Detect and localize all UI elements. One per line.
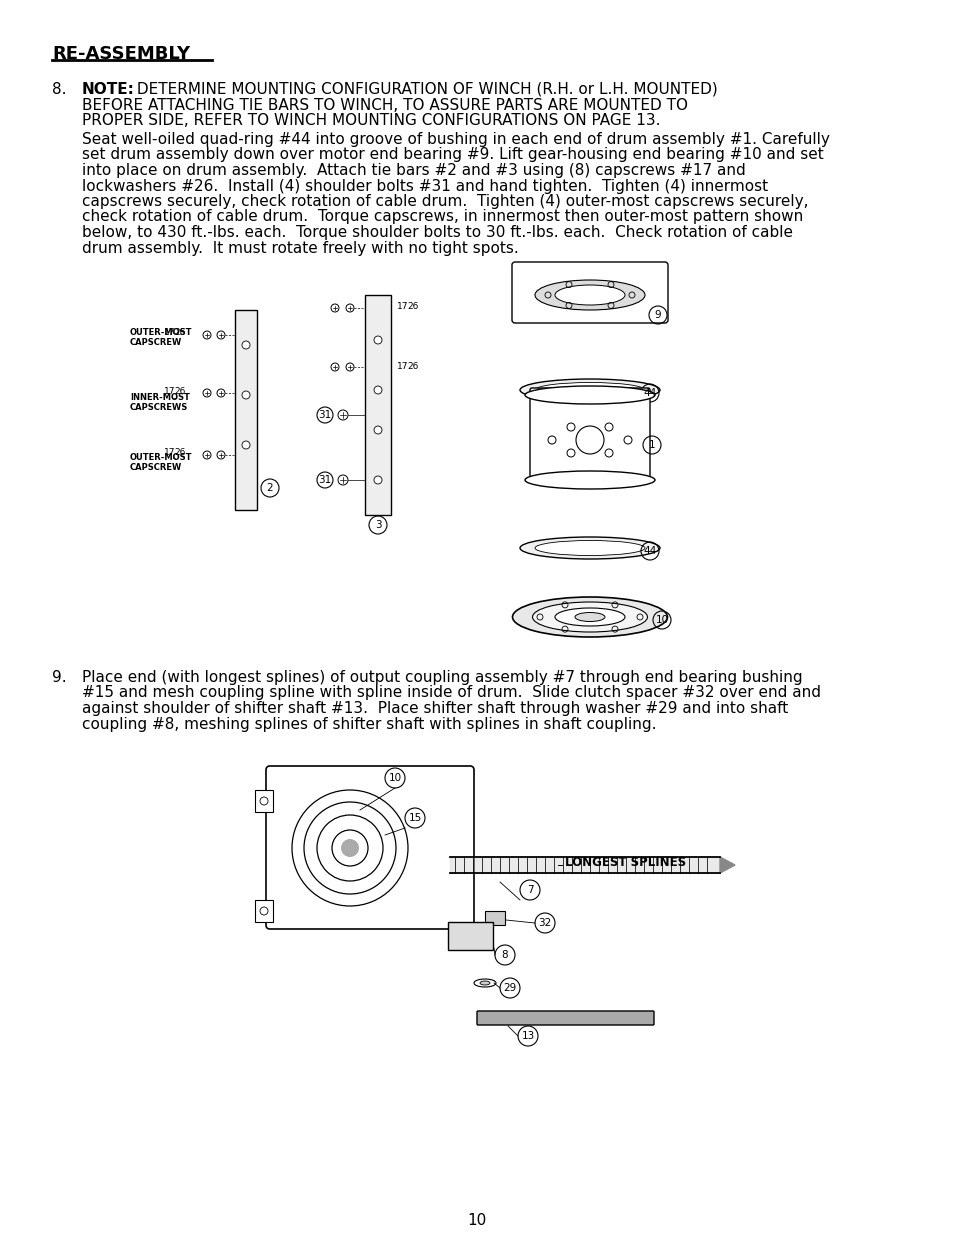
Ellipse shape: [524, 387, 655, 404]
Text: #15 and mesh coupling spline with spline inside of drum.  Slide clutch spacer #3: #15 and mesh coupling spline with spline…: [82, 685, 821, 700]
FancyBboxPatch shape: [234, 310, 256, 510]
Ellipse shape: [512, 597, 667, 637]
Text: set drum assembly down over motor end bearing #9. Lift gear-housing end bearing : set drum assembly down over motor end be…: [82, 147, 822, 163]
Bar: [254, 900, 273, 923]
Text: INNER-MOST: INNER-MOST: [130, 393, 190, 403]
Circle shape: [374, 387, 381, 394]
Text: 9: 9: [654, 310, 660, 320]
Text: 26: 26: [174, 329, 186, 337]
Ellipse shape: [555, 285, 624, 305]
Circle shape: [374, 426, 381, 433]
Ellipse shape: [555, 608, 624, 626]
FancyBboxPatch shape: [512, 262, 667, 324]
Bar: [484, 911, 504, 925]
Text: coupling #8, meshing splines of shifter shaft with splines in shaft coupling.: coupling #8, meshing splines of shifter …: [82, 716, 656, 731]
Circle shape: [374, 336, 381, 345]
Text: DETERMINE MOUNTING CONFIGURATION OF WINCH (R.H. or L.H. MOUNTED): DETERMINE MOUNTING CONFIGURATION OF WINC…: [132, 82, 717, 98]
Text: 10: 10: [655, 615, 668, 625]
Text: 26: 26: [407, 362, 418, 370]
Text: 17: 17: [163, 387, 174, 396]
Ellipse shape: [474, 979, 496, 987]
Circle shape: [374, 475, 381, 484]
Text: 31: 31: [318, 475, 332, 485]
Text: 10: 10: [388, 773, 401, 783]
Text: 15: 15: [408, 813, 421, 823]
Text: 1: 1: [648, 440, 655, 450]
Text: 29: 29: [503, 983, 517, 993]
FancyBboxPatch shape: [476, 1011, 654, 1025]
Text: 26: 26: [174, 448, 186, 457]
Ellipse shape: [519, 379, 659, 401]
Text: lockwashers #26.  Install (4) shoulder bolts #31 and hand tighten.  Tighten (4) : lockwashers #26. Install (4) shoulder bo…: [82, 179, 767, 194]
Ellipse shape: [535, 383, 644, 398]
Text: capscrews securely, check rotation of cable drum.  Tighten (4) outer-most capscr: capscrews securely, check rotation of ca…: [82, 194, 807, 209]
Text: OUTER-MOST: OUTER-MOST: [130, 329, 193, 337]
FancyBboxPatch shape: [365, 295, 391, 515]
Bar: [254, 790, 273, 811]
Text: 44: 44: [642, 388, 656, 398]
Text: LONGEST SPLINES: LONGEST SPLINES: [564, 857, 685, 869]
Text: 26: 26: [407, 303, 418, 311]
Text: 9.: 9.: [52, 671, 67, 685]
Circle shape: [242, 341, 250, 350]
Text: NOTE:: NOTE:: [82, 82, 134, 98]
Text: against shoulder of shifter shaft #13.  Place shifter shaft through washer #29 a: against shoulder of shifter shaft #13. P…: [82, 701, 787, 716]
Text: 13: 13: [521, 1031, 534, 1041]
Text: OUTER-MOST: OUTER-MOST: [130, 453, 193, 462]
Text: BEFORE ATTACHING TIE BARS TO WINCH, TO ASSURE PARTS ARE MOUNTED TO: BEFORE ATTACHING TIE BARS TO WINCH, TO A…: [82, 98, 687, 112]
Polygon shape: [720, 857, 734, 873]
Text: PROPER SIDE, REFER TO WINCH MOUNTING CONFIGURATIONS ON PAGE 13.: PROPER SIDE, REFER TO WINCH MOUNTING CON…: [82, 112, 659, 128]
Ellipse shape: [519, 537, 659, 559]
Text: check rotation of cable drum.  Torque capscrews, in innermost then outer-most pa: check rotation of cable drum. Torque cap…: [82, 210, 802, 225]
Text: 17: 17: [163, 329, 174, 337]
Text: 26: 26: [174, 387, 186, 396]
Text: Place end (with longest splines) of output coupling assembly #7 through end bear: Place end (with longest splines) of outp…: [82, 671, 801, 685]
Text: 17: 17: [396, 362, 408, 370]
Text: 17: 17: [396, 303, 408, 311]
Text: 8.: 8.: [52, 82, 67, 98]
Text: CAPSCREW: CAPSCREW: [130, 463, 182, 472]
Text: 2: 2: [267, 483, 273, 493]
Text: 44: 44: [642, 546, 656, 556]
Circle shape: [242, 391, 250, 399]
Text: 3: 3: [375, 520, 381, 530]
FancyBboxPatch shape: [266, 766, 474, 929]
Text: 31: 31: [318, 410, 332, 420]
Text: 7: 7: [526, 885, 533, 895]
Text: into place on drum assembly.  Attach tie bars #2 and #3 using (8) capscrews #17 : into place on drum assembly. Attach tie …: [82, 163, 745, 178]
Bar: [448, 923, 493, 950]
FancyBboxPatch shape: [530, 388, 649, 482]
Text: below, to 430 ft.-lbs. each.  Torque shoulder bolts to 30 ft.-lbs. each.  Check : below, to 430 ft.-lbs. each. Torque shou…: [82, 225, 792, 240]
Text: 8: 8: [501, 950, 508, 960]
Ellipse shape: [479, 981, 490, 986]
Text: 17: 17: [163, 448, 174, 457]
Ellipse shape: [532, 601, 647, 632]
Text: CAPSCREW: CAPSCREW: [130, 338, 182, 347]
Ellipse shape: [575, 613, 604, 621]
Text: RE-ASSEMBLY: RE-ASSEMBLY: [52, 44, 190, 63]
Circle shape: [340, 839, 358, 857]
Ellipse shape: [524, 471, 655, 489]
Circle shape: [242, 441, 250, 450]
Text: drum assembly.  It must rotate freely with no tight spots.: drum assembly. It must rotate freely wit…: [82, 241, 518, 256]
Text: 10: 10: [467, 1213, 486, 1228]
Text: 32: 32: [537, 918, 551, 927]
Text: Seat well-oiled quad-ring #44 into groove of bushing in each end of drum assembl: Seat well-oiled quad-ring #44 into groov…: [82, 132, 829, 147]
Text: CAPSCREWS: CAPSCREWS: [130, 403, 188, 412]
Ellipse shape: [535, 280, 644, 310]
Ellipse shape: [535, 541, 644, 556]
